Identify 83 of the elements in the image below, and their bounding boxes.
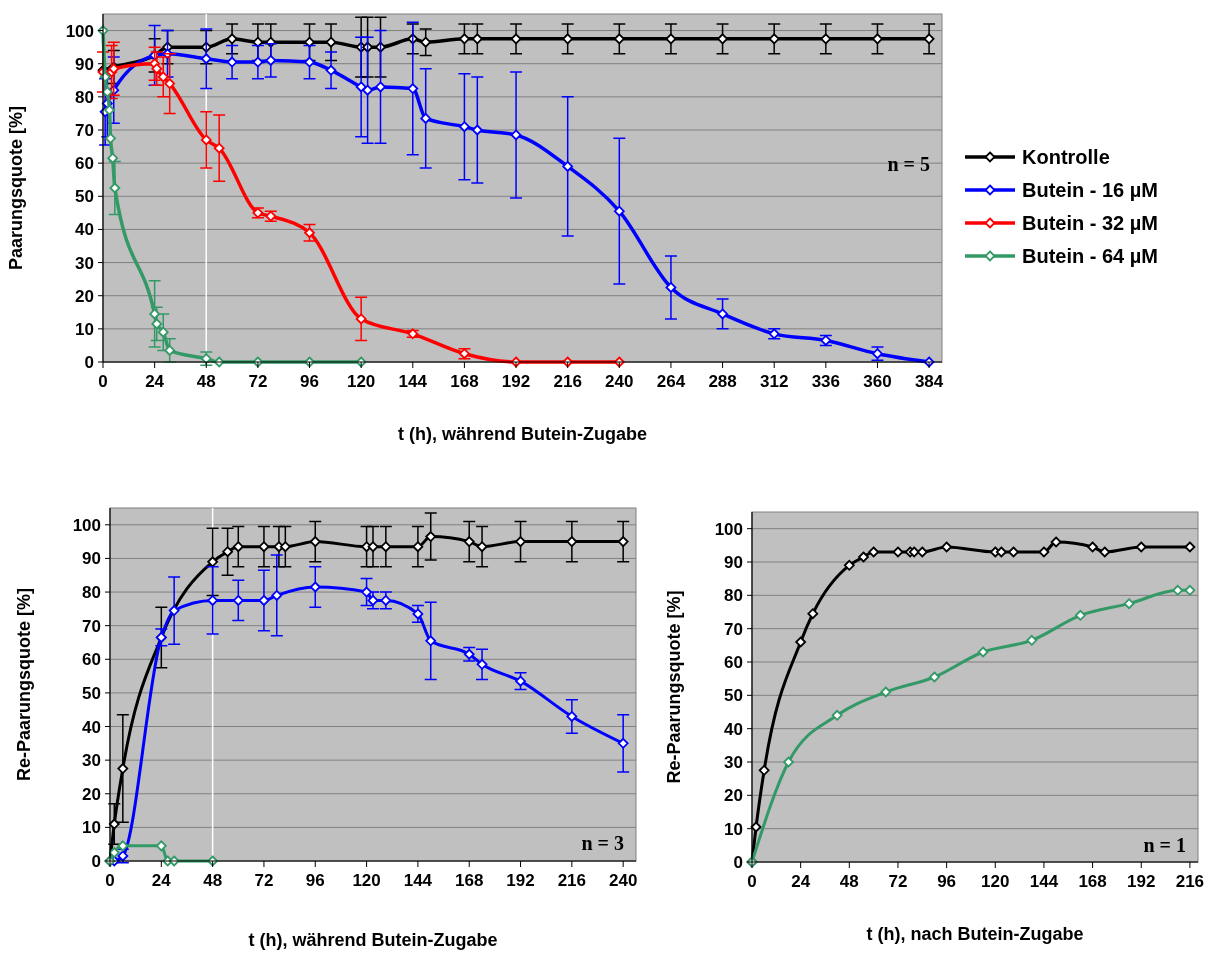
y-tick-label: 70 — [75, 121, 94, 140]
y-tick-label: 90 — [724, 553, 743, 572]
y-tick-label: 10 — [82, 818, 101, 838]
y-tick-label: 60 — [82, 650, 101, 670]
y-tick-label: 0 — [733, 853, 743, 872]
x-tick-label: 216 — [553, 372, 582, 391]
x-tick-label: 168 — [450, 372, 479, 391]
y-tick-label: 60 — [724, 653, 743, 672]
x-tick-label: 192 — [506, 871, 535, 890]
annotation: n = 1 — [1143, 833, 1186, 856]
x-tick-label: 360 — [863, 372, 892, 391]
x-tick-label: 48 — [196, 372, 216, 391]
annotation: n = 3 — [581, 832, 624, 855]
x-tick-label: 0 — [747, 872, 757, 891]
x-tick-label: 24 — [791, 872, 811, 891]
y-tick-label: 30 — [82, 751, 101, 771]
y-axis-title: Re-Paarungsquote [%] — [664, 590, 684, 784]
legend-label: Butein - 64 µM — [1022, 245, 1158, 267]
y-tick-label: 80 — [75, 87, 94, 107]
x-tick-label: 24 — [151, 871, 172, 890]
y-tick-label: 90 — [75, 54, 94, 74]
y-tick-label: 40 — [75, 220, 94, 240]
annotation: n = 5 — [887, 152, 930, 175]
x-tick-label: 96 — [937, 872, 957, 891]
x-tick-label: 24 — [145, 372, 165, 391]
y-axis-title: Re-Paarungsquote [%] — [14, 587, 34, 782]
x-tick-label: 216 — [1175, 872, 1205, 891]
x-axis-title: t (h), während Butein-Zugabe — [398, 424, 647, 444]
x-tick-label: 0 — [105, 871, 115, 890]
x-tick-label: 120 — [981, 872, 1010, 891]
y-tick-label: 50 — [75, 187, 94, 207]
x-tick-label: 72 — [888, 872, 908, 891]
y-tick-label: 10 — [75, 319, 94, 339]
y-tick-label: 90 — [82, 549, 101, 569]
y-tick-label: 70 — [724, 619, 743, 639]
x-tick-label: 192 — [501, 372, 531, 391]
legend-label: Kontrolle — [1022, 146, 1110, 168]
x-tick-label: 144 — [398, 372, 428, 391]
x-tick-label: 216 — [557, 871, 587, 890]
y-tick-label: 10 — [724, 819, 743, 839]
x-tick-label: 96 — [300, 372, 319, 391]
y-tick-label: 50 — [82, 683, 101, 703]
x-tick-label: 168 — [1078, 872, 1107, 891]
y-tick-label: 20 — [82, 784, 101, 804]
y-tick-label: 80 — [82, 583, 101, 603]
y-tick-label: 30 — [75, 253, 94, 273]
x-tick-label: 336 — [811, 372, 841, 391]
x-tick-label: 48 — [839, 872, 859, 891]
x-tick-label: 72 — [254, 871, 274, 890]
x-tick-label: 240 — [605, 372, 634, 391]
y-tick-label: 80 — [724, 586, 743, 606]
legend-label: Butein - 16 µM — [1022, 179, 1158, 201]
y-tick-label: 50 — [724, 686, 743, 706]
y-tick-label: 100 — [714, 519, 743, 539]
y-tick-label: 30 — [724, 753, 743, 772]
x-tick-label: 288 — [708, 372, 737, 391]
y-tick-label: 60 — [75, 154, 94, 174]
y-tick-label: 0 — [91, 852, 101, 871]
x-tick-label: 120 — [352, 871, 381, 890]
x-tick-label: 264 — [656, 372, 686, 391]
y-tick-label: 40 — [724, 719, 743, 739]
x-tick-label: 72 — [248, 372, 268, 391]
y-tick-label: 0 — [84, 353, 94, 372]
x-tick-label: 144 — [1029, 872, 1059, 891]
x-tick-label: 192 — [1127, 872, 1156, 891]
y-tick-label: 100 — [72, 515, 101, 535]
x-tick-label: 96 — [305, 871, 325, 890]
y-tick-label: 20 — [75, 286, 94, 306]
x-axis-title: t (h), während Butein-Zugabe — [248, 930, 498, 950]
y-tick-label: 100 — [65, 21, 94, 41]
x-tick-label: 120 — [346, 372, 376, 391]
x-tick-label: 384 — [914, 372, 944, 391]
legend-label: Butein - 32 µM — [1022, 212, 1158, 234]
x-tick-label: 144 — [403, 871, 433, 890]
x-tick-label: 48 — [203, 871, 223, 890]
x-axis-title: t (h), nach Butein-Zugabe — [866, 924, 1084, 944]
y-axis-title: Paarungsquote [%] — [6, 105, 26, 271]
x-tick-label: 312 — [760, 372, 789, 391]
y-tick-label: 70 — [82, 616, 101, 636]
y-tick-label: 40 — [82, 717, 101, 737]
x-tick-label: 168 — [455, 871, 484, 890]
x-tick-label: 240 — [608, 871, 638, 890]
y-tick-label: 20 — [724, 786, 743, 806]
